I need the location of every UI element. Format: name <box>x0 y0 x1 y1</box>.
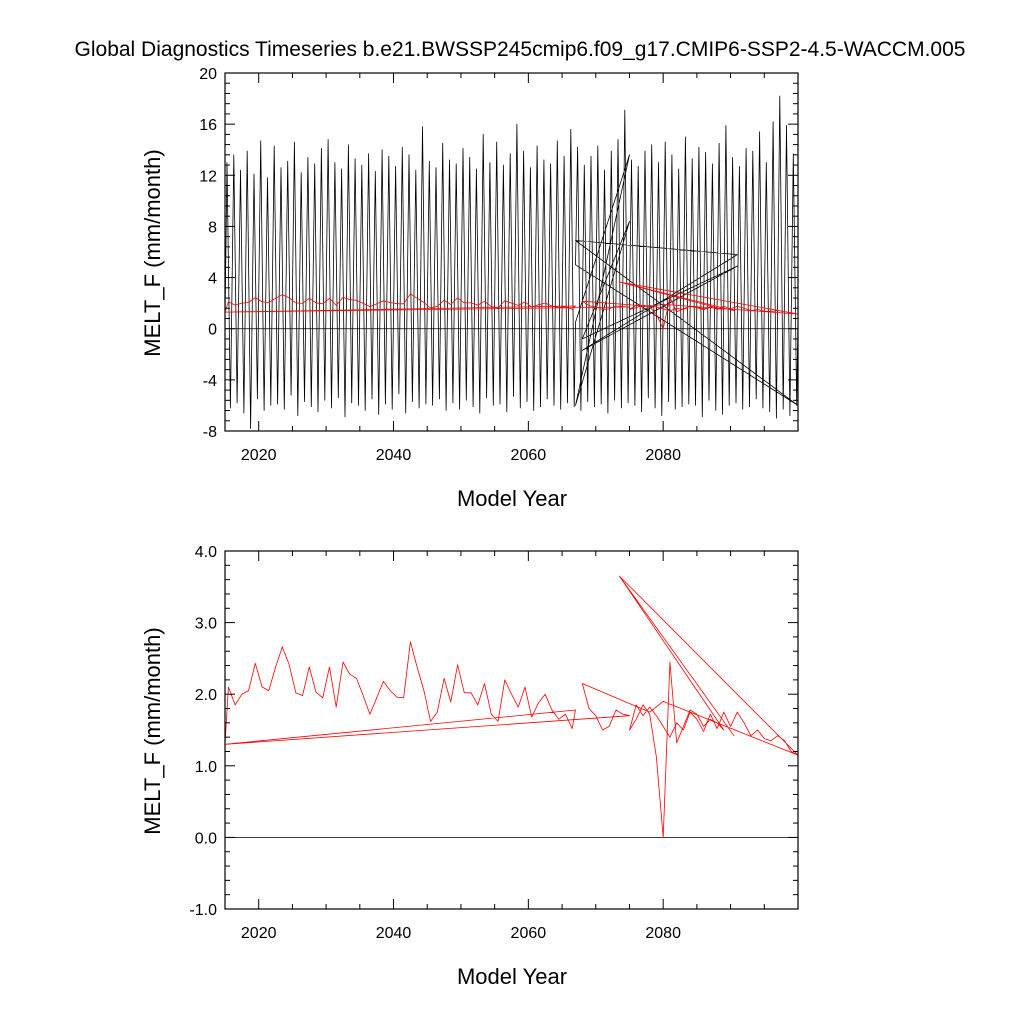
y-axis-title: MELT_F (mm/month) <box>140 627 165 834</box>
x-axis-title: Model Year <box>457 486 567 511</box>
x-tick-label: 2020 <box>241 447 277 464</box>
x-axis-title: Model Year <box>457 964 567 989</box>
monthly-series-line <box>224 95 799 429</box>
y-tick-label: 20 <box>199 66 217 83</box>
y-tick-label: 3.0 <box>195 616 217 633</box>
figure-title: Global Diagnostics Timeseries b.e21.BWSS… <box>75 38 966 61</box>
y-axis-title: MELT_F (mm/month) <box>140 149 165 356</box>
y-tick-label: -8 <box>203 424 217 441</box>
y-tick-label: 8 <box>208 219 217 236</box>
x-tick-label: 2060 <box>511 447 547 464</box>
x-tick-label: 2040 <box>376 447 412 464</box>
x-tick-label: 2060 <box>511 925 547 942</box>
x-tick-label: 2080 <box>645 925 681 942</box>
timeseries-panel-bottom: Model Year MELT_F (mm/month) 2020 2040 206… <box>140 544 799 989</box>
y-tick-label: -4 <box>203 373 217 390</box>
y-tick-label: -1.0 <box>189 902 217 919</box>
y-tick-label: 4.0 <box>195 544 217 561</box>
plot-frame <box>224 550 799 910</box>
y-tick-label: 0 <box>208 322 217 339</box>
plot-frame <box>224 72 799 432</box>
y-tick-label: 16 <box>199 117 217 134</box>
y-tick-label: 1.0 <box>195 759 217 776</box>
x-tick-label: 2020 <box>241 925 277 942</box>
x-tick-label: 2080 <box>645 447 681 464</box>
y-tick-label: 12 <box>199 168 217 185</box>
y-tick-label: 2.0 <box>195 687 217 704</box>
y-tick-label: 0.0 <box>195 830 217 847</box>
x-tick-label: 2040 <box>376 925 412 942</box>
timeseries-panel-top: Model Year MELT_F (mm/month) 2020 2040 206… <box>140 66 799 511</box>
y-tick-label: 4 <box>208 271 217 288</box>
